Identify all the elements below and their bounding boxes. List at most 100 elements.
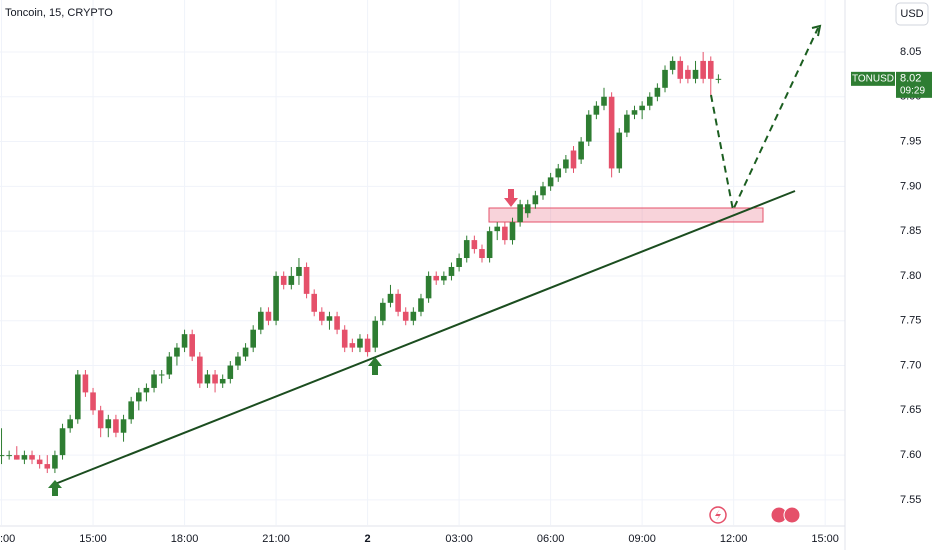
x-tick-label: 12:00 [0,533,15,545]
axes: 7.557.607.657.707.757.807.857.907.958.00… [0,46,921,545]
chart-title: Toncoin, 15, CRYPTO [5,7,113,19]
candle-body [624,114,630,133]
candle-body [387,293,394,303]
y-tick-label: 7.65 [900,404,921,416]
candle-body [174,347,180,357]
x-tick-label: 09:00 [628,533,656,545]
candle-body [509,222,516,241]
candle-body [0,455,5,457]
currency-label: USD [900,8,923,20]
candle-body [570,150,577,169]
candle-body [448,266,455,276]
candle-body [36,459,43,465]
candle-body [524,204,531,214]
candle-body [692,69,699,79]
candle-body [631,110,638,115]
candle-body [669,60,676,70]
x-tick-label: 15:00 [79,533,107,545]
candle-body [616,132,623,169]
candle-body [303,266,310,294]
candle-body [593,105,600,115]
candle-body [105,419,112,429]
y-tick-label: 7.80 [900,270,921,282]
candle-body [311,293,318,312]
candle-body [540,186,546,196]
candle-body [349,343,356,348]
currency-button[interactable] [895,2,929,26]
candle-body [341,329,348,348]
candle-body [601,96,607,106]
candle-body [13,455,20,460]
candle-body [456,258,462,267]
candle-body [67,419,73,429]
event-icons [709,506,801,524]
x-tick-label: 06:00 [537,533,565,545]
candle-body [364,338,371,353]
candle-body [189,334,195,357]
candle-body [685,69,691,79]
candle-body [21,455,28,460]
candle-body [82,374,89,393]
candle-body [181,334,188,348]
y-tick-label: 7.70 [900,359,921,371]
x-tick-label: 12:00 [720,533,748,545]
candle-body [532,195,539,205]
resistance-zone [488,207,764,223]
y-tick-label: 7.90 [900,180,921,192]
candle-body [296,266,302,276]
candle-body [410,311,417,321]
candle-body [715,78,722,80]
candle-body [90,392,96,411]
candle-body [250,329,256,348]
candle-body [258,311,264,330]
candle-body [402,311,409,321]
x-tick-label: 2 [365,533,371,545]
candle-body [380,302,386,321]
candle-body [265,311,272,321]
trend-line [54,190,796,485]
candle-body [585,114,592,142]
candle-body [372,320,379,348]
candle-body [700,60,706,79]
candle-body [212,374,218,384]
candle-body [425,275,432,299]
candle-body [197,356,203,384]
countdown-label: 09:29 [900,85,925,96]
candle-body [128,401,134,420]
candle-body [97,410,104,429]
candle-body [280,275,287,285]
candle-body [120,419,127,433]
last-price-label: 8.02 [900,73,921,85]
candle-body [502,226,508,241]
flag-icon[interactable] [783,506,801,524]
candle-body [494,226,501,232]
candle-body [158,374,165,376]
candle-body [646,96,653,106]
candle-body [319,311,325,321]
candle-body [151,374,157,388]
candle-body [242,347,249,357]
candle-body [326,316,333,321]
candle-body [654,87,661,97]
candle-body [52,455,58,469]
candle-body [563,159,569,169]
candles [0,51,722,474]
last-price-box [896,71,932,98]
candle-body [639,105,645,111]
candle-body [555,168,562,178]
y-tick-label: 7.95 [900,135,921,147]
event-icon-bolt [715,509,721,521]
y-tick-label: 7.75 [900,315,921,327]
candle-body [418,298,424,312]
candle-body [547,177,554,187]
candle-body [135,392,142,402]
x-tick-label: 15:00 [811,533,839,545]
sell-arrow [504,189,518,207]
projection-arrowhead [811,24,822,37]
y-tick-label: 8.05 [900,46,921,58]
candle-body [479,249,485,259]
candle-body [44,464,51,469]
